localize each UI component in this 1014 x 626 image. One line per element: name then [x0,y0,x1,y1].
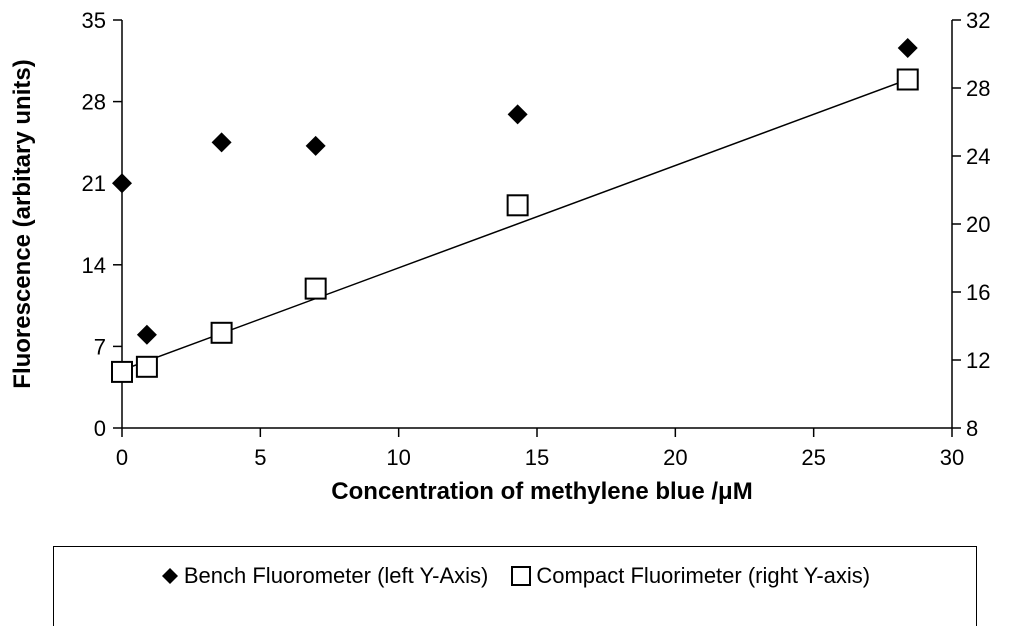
legend: Bench Fluorometer (left Y-Axis) Compact … [53,546,977,626]
y-tick-label-right: 32 [966,8,990,33]
bench-data-point [897,37,918,58]
x-tick-label: 15 [525,445,549,470]
chart-area: 0 5 10 15 20 25 30 0 7 14 21 28 35 8 12 16 20 24 28 32 Fluo… [9,8,991,505]
y-tick-label-left: 0 [94,416,106,441]
y-tick-label-left: 7 [94,334,106,359]
y-tick-label-right: 24 [966,144,990,169]
y-tick-label-right: 28 [966,76,990,101]
x-tick-label: 30 [940,445,964,470]
y-axis-title-left: Fluorescence (arbitary units) [9,59,36,388]
y-tick-label-right: 20 [966,212,990,237]
legend-item-compact: Compact Fluorimeter (right Y-axis) [510,563,870,589]
trendline [121,78,908,371]
bench-data-point [136,324,157,345]
y-tick-label-right: 16 [966,280,990,305]
compact-data-point [210,321,233,344]
compact-data-point [304,277,327,300]
legend-label-compact: Compact Fluorimeter (right Y-axis) [536,563,871,588]
y-tick-label-left: 35 [82,8,106,33]
axes: 0 5 10 15 20 25 30 0 7 14 21 28 35 8 12 16 20 24 28 32 [82,8,991,470]
x-tick-label: 25 [801,445,825,470]
compact-data-point [506,194,529,217]
y-tick-label-left: 28 [82,90,106,115]
x-tick-label: 5 [254,445,266,470]
x-axis-title: Concentration of methylene blue /μM [331,478,752,505]
chart-marks [111,37,919,383]
legend-item-bench: Bench Fluorometer (left Y-Axis) [160,563,488,589]
filled-diamond-icon [161,568,178,584]
open-square-icon [511,566,532,586]
bench-data-point [507,104,528,125]
y-tick-label-right: 8 [966,416,978,441]
bench-data-point [112,173,132,194]
legend-label-bench: Bench Fluorometer (left Y-Axis) [183,563,489,588]
bench-data-point [211,132,232,153]
compact-data-point [896,68,919,91]
y-tick-label-left: 14 [82,253,106,278]
x-tick-label: 20 [663,445,687,470]
x-tick-label: 10 [386,445,410,470]
compact-data-point [135,355,158,378]
y-tick-label-left: 21 [82,171,106,196]
compact-data-point [111,360,133,383]
x-tick-label: 0 [116,445,128,470]
y-tick-label-right: 12 [966,348,990,373]
bench-data-point [305,135,326,156]
